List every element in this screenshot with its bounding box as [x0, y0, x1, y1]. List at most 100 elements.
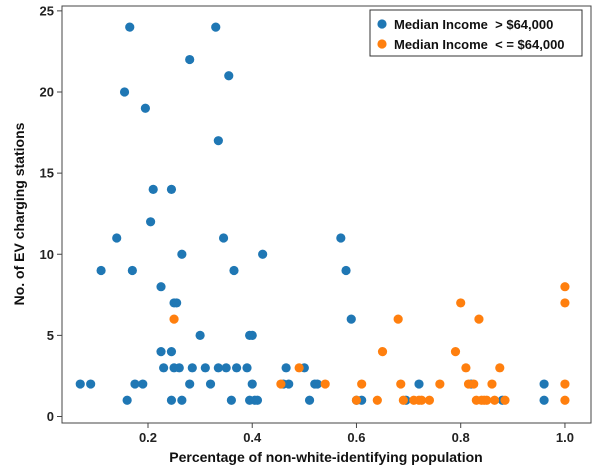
data-point	[489, 395, 500, 405]
data-point	[224, 71, 234, 81]
data-point	[156, 282, 166, 292]
data-point	[469, 379, 479, 389]
data-point	[341, 265, 351, 276]
y-tick-label: 25	[40, 3, 54, 18]
data-point	[166, 395, 177, 405]
data-point	[187, 363, 197, 373]
y-tick-label: 10	[40, 247, 54, 262]
y-axis: 0 5 10 15 20 25	[40, 3, 62, 424]
data-point	[435, 379, 445, 389]
data-point	[281, 363, 291, 373]
data-point	[560, 298, 570, 308]
data-point	[450, 347, 461, 357]
y-axis-title: No. of EV charging stations	[11, 122, 27, 305]
data-point	[372, 395, 382, 405]
data-point	[119, 87, 130, 97]
data-point	[159, 363, 169, 373]
x-axis: 0.2 0.4 0.6 0.8 1.0	[139, 423, 574, 445]
data-point	[130, 379, 140, 389]
data-point	[218, 233, 229, 243]
data-point	[398, 395, 408, 405]
y-tick-label: 0	[47, 409, 54, 424]
data-point	[560, 282, 570, 292]
data-point	[500, 395, 510, 405]
data-point	[195, 330, 205, 340]
data-point	[461, 363, 471, 373]
data-point	[122, 395, 132, 405]
data-point	[146, 217, 156, 227]
data-point	[174, 363, 184, 373]
data-point	[304, 395, 315, 405]
data-point	[474, 314, 484, 324]
data-point	[231, 363, 242, 373]
data-point	[336, 233, 346, 243]
x-tick-label: 0.2	[139, 430, 157, 445]
x-tick-label: 0.8	[452, 430, 470, 445]
legend-label-high-income: Median Income > $64,000	[394, 17, 553, 32]
data-point	[177, 395, 187, 405]
data-point	[284, 379, 294, 389]
data-point	[393, 314, 403, 324]
data-point	[166, 347, 177, 357]
data-point	[242, 363, 252, 373]
data-point	[396, 379, 406, 389]
data-point	[276, 379, 286, 389]
data-point	[221, 363, 231, 373]
data-point	[312, 379, 322, 389]
x-axis-title: Percentage of non-white-identifying popu…	[169, 449, 482, 465]
data-point	[482, 395, 492, 405]
legend-box	[369, 9, 583, 57]
data-point	[177, 249, 187, 259]
data-point	[185, 54, 195, 65]
data-point	[539, 395, 549, 405]
data-point	[320, 379, 330, 389]
data-point	[200, 363, 210, 373]
data-point	[560, 379, 570, 389]
data-point	[211, 22, 221, 32]
data-point	[148, 184, 158, 194]
legend-label-low-income: Median Income < = $64,000	[394, 37, 565, 52]
data-point	[112, 233, 122, 243]
data-point	[75, 379, 85, 389]
data-point	[96, 265, 106, 276]
legend: Median Income > $64,000 Median Income < …	[369, 9, 583, 57]
data-point	[127, 265, 137, 276]
data-point	[417, 395, 427, 405]
y-tick-label: 5	[47, 328, 54, 343]
data-point	[357, 379, 367, 389]
data-point	[125, 22, 135, 32]
data-point	[213, 363, 223, 373]
legend-marker-low-income	[377, 39, 387, 49]
data-points	[75, 22, 570, 405]
data-point	[166, 184, 177, 194]
data-point	[539, 379, 549, 389]
data-point	[156, 347, 166, 357]
data-point	[205, 379, 216, 389]
data-point	[172, 298, 182, 308]
data-point	[424, 395, 435, 405]
data-point	[185, 379, 195, 389]
y-tick-label: 15	[40, 166, 54, 181]
y-tick-label: 20	[40, 84, 54, 99]
data-point	[247, 330, 257, 340]
data-point	[456, 298, 466, 308]
data-point	[229, 265, 239, 276]
data-point	[252, 395, 263, 405]
data-point	[351, 395, 362, 405]
plot-area	[61, 5, 592, 424]
x-tick-label: 0.6	[347, 430, 365, 445]
series-low-income	[169, 282, 570, 405]
data-point	[495, 363, 505, 373]
data-point	[346, 314, 356, 324]
legend-marker-high-income	[377, 19, 387, 29]
data-point	[138, 379, 148, 389]
data-point	[294, 363, 304, 373]
data-point	[414, 379, 424, 389]
data-point	[247, 379, 257, 389]
series-high-income	[75, 22, 549, 405]
data-point	[140, 103, 150, 113]
data-point	[86, 379, 96, 389]
data-point	[560, 395, 570, 405]
data-point	[258, 249, 268, 259]
